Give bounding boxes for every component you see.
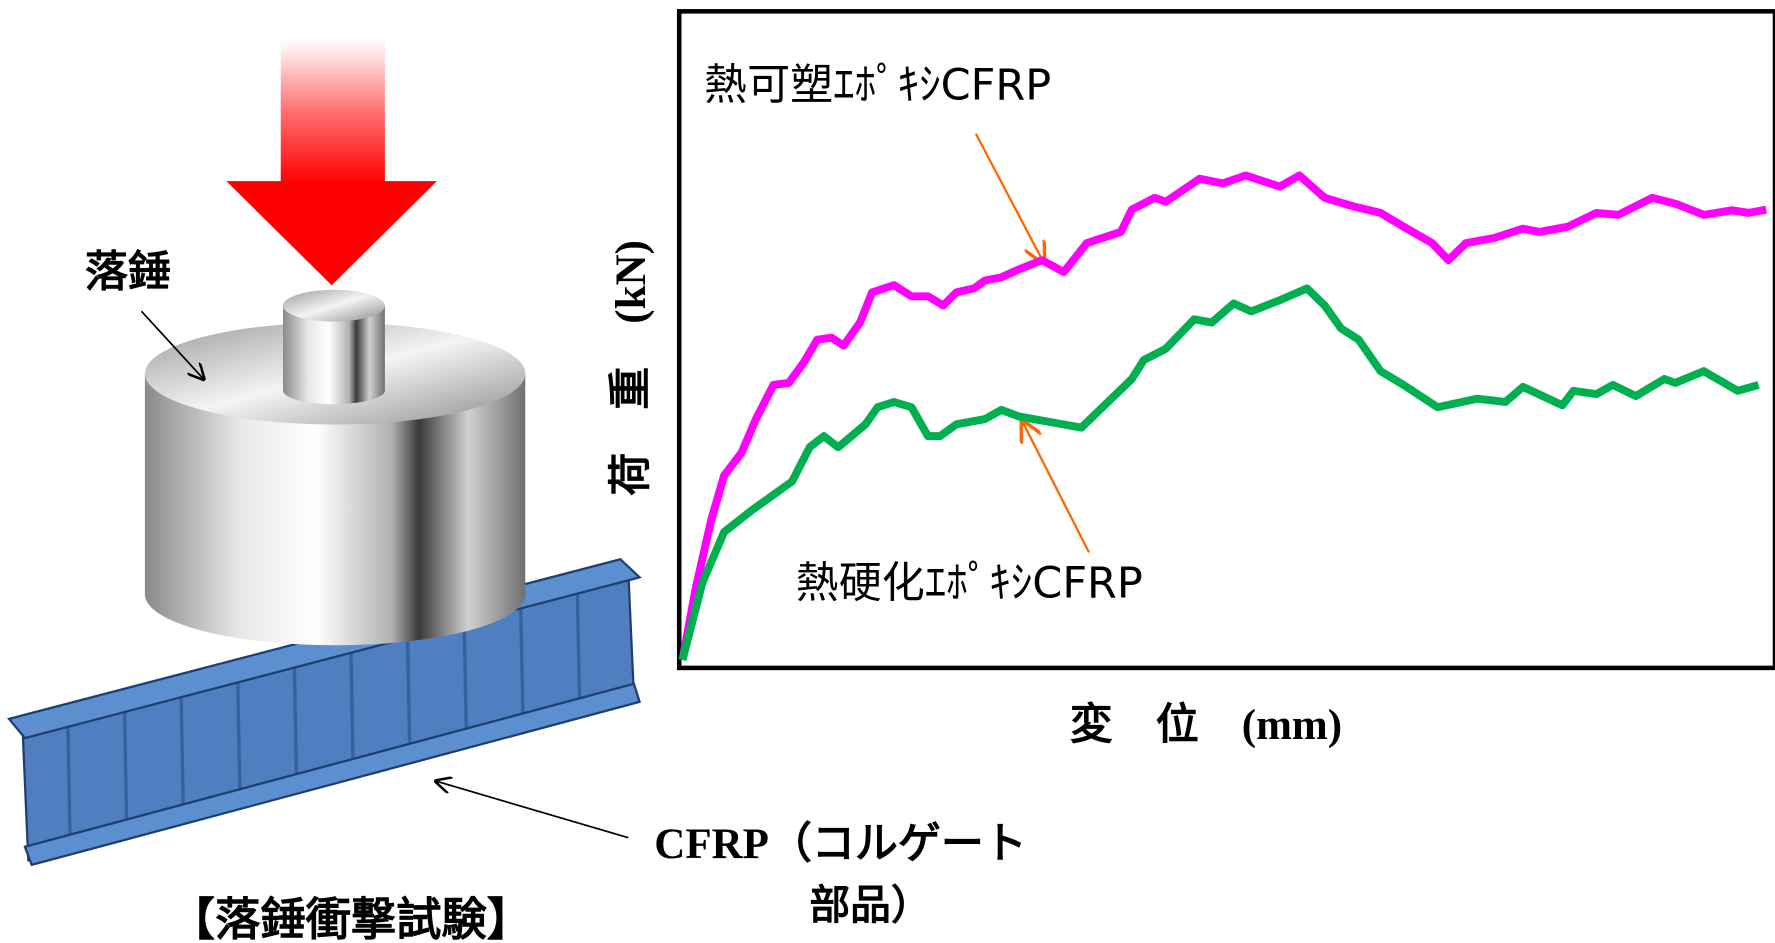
data-line [678, 284, 1760, 662]
plot-frame [676, 9, 1775, 671]
part-label: CFRP（コルゲート [654, 820, 1027, 868]
caption: 【落錘衝撃試験】 [170, 893, 532, 943]
x-axis-label: 変 位 (mm) [1070, 700, 1342, 749]
weight-label: 落錘 [85, 247, 171, 297]
annotation-arrow [974, 133, 1044, 263]
y-axis-label: 荷 重 (kN) [607, 240, 655, 496]
series-label: 熱硬化ｴﾎﾟｷｼCFRP [796, 559, 1143, 609]
data-line [678, 171, 1767, 661]
pointer [436, 781, 629, 839]
pointer [140, 310, 204, 379]
annotation-arrow [1022, 421, 1091, 553]
impact-arrow [226, 39, 437, 286]
part-label: 部品） [809, 881, 931, 929]
drop-weight [144, 289, 526, 646]
series-label: 熱可塑ｴﾎﾟｷｼCFRP [704, 61, 1051, 111]
